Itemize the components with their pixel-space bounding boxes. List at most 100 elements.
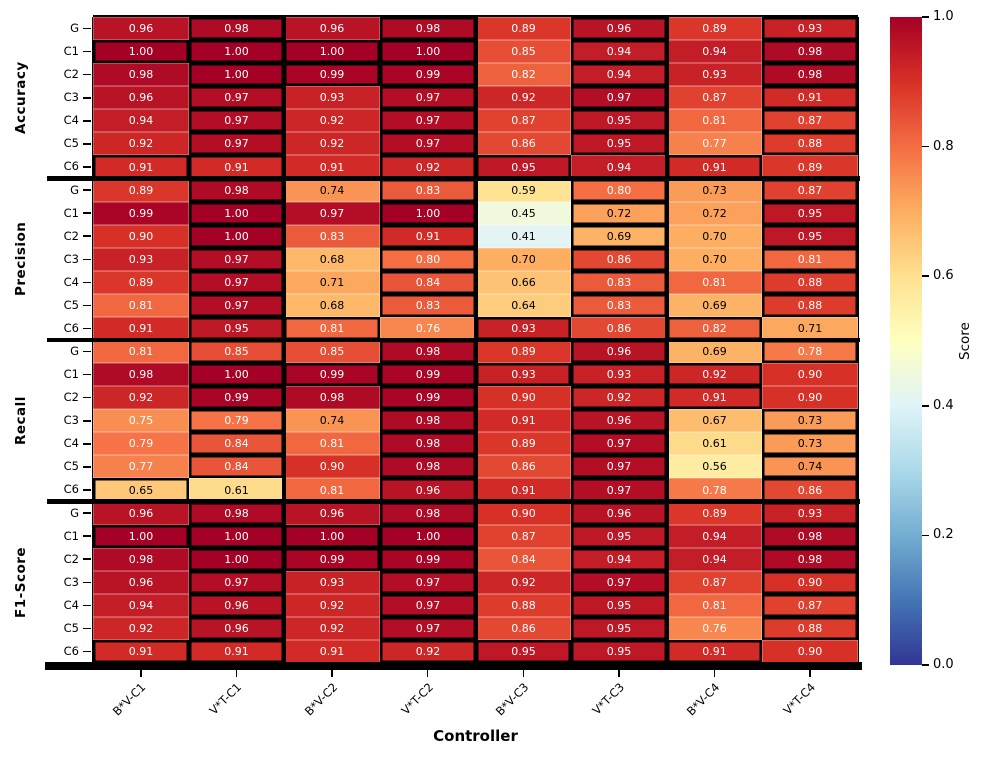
heatmap-cell: 0.97 <box>380 594 476 617</box>
cell-value: 0.97 <box>415 599 441 612</box>
y-tick <box>83 373 91 376</box>
heatmap-cell: 1.00 <box>93 40 189 63</box>
cell-value: 0.89 <box>702 507 727 520</box>
cell-value: 0.98 <box>128 68 154 81</box>
cell-value: 0.85 <box>224 345 249 358</box>
row-tick-label: C6 <box>63 643 79 658</box>
column-tick-label: B*V-C1 <box>110 680 149 719</box>
heatmap-cell: 0.91 <box>93 155 189 179</box>
heatmap-cell: 0.76 <box>667 617 762 640</box>
cell-value: 1.00 <box>415 45 441 58</box>
heatmap-cell: 0.92 <box>93 386 189 409</box>
heatmap-cell: 0.98 <box>380 340 476 363</box>
column-tick-label: V*T-C2 <box>398 680 436 718</box>
cell-value: 0.87 <box>797 599 823 612</box>
heatmap-cell: 1.00 <box>284 525 380 548</box>
cell-value: 0.92 <box>319 599 345 612</box>
heatmap-cell: 0.83 <box>571 294 667 317</box>
y-tick <box>83 604 91 607</box>
heatmap-cell: 0.65 <box>93 478 189 502</box>
colorbar-tick-label: 0.0 <box>933 657 954 672</box>
top-spine <box>93 14 858 17</box>
heatmap-cell: 0.97 <box>380 109 476 132</box>
cell-value: 0.91 <box>319 160 345 174</box>
row-tick-label: C6 <box>63 482 79 497</box>
cell-value: 0.73 <box>797 414 823 427</box>
cell-value: 0.95 <box>797 230 823 243</box>
cell-value: 0.41 <box>511 230 536 243</box>
cell-value: 0.95 <box>511 160 536 174</box>
heatmap-cell: 0.99 <box>380 363 476 386</box>
heatmap-cell: 0.93 <box>571 363 667 386</box>
cell-value: 0.90 <box>797 391 823 404</box>
row-tick-label: C3 <box>63 251 79 266</box>
cell-value: 0.88 <box>797 622 823 635</box>
heatmap-cell: 0.92 <box>476 571 571 594</box>
heatmap-cell: 0.79 <box>93 432 189 455</box>
heatmap-cell: 0.91 <box>380 225 476 248</box>
heatmap-cell: 0.41 <box>476 225 571 248</box>
heatmap-cell: 0.91 <box>189 155 284 179</box>
cell-value: 0.84 <box>511 553 536 566</box>
heatmap-cell: 0.98 <box>189 17 284 40</box>
heatmap-cell: 0.91 <box>284 155 380 179</box>
cell-value: 0.84 <box>224 460 249 473</box>
cell-value: 0.98 <box>415 507 441 520</box>
cell-value: 0.89 <box>511 437 536 450</box>
heatmap-cell: 1.00 <box>189 202 284 225</box>
heatmap-cell: 0.91 <box>667 155 762 179</box>
cell-value: 0.91 <box>128 322 154 335</box>
row-tick-label: G <box>70 344 79 359</box>
heatmap-cell: 0.89 <box>93 179 189 202</box>
cell-value: 1.00 <box>224 230 249 243</box>
heatmap-cell: 0.90 <box>476 502 571 525</box>
heatmap-cell: 1.00 <box>284 40 380 63</box>
cell-value: 0.98 <box>224 184 249 197</box>
cell-value: 0.61 <box>702 437 727 450</box>
heatmap-cell: 0.96 <box>571 409 667 432</box>
cell-value: 0.93 <box>511 368 536 381</box>
heatmap-cell: 0.95 <box>571 525 667 548</box>
x-tick <box>426 670 429 677</box>
group-separator-line <box>47 176 860 181</box>
row-tick-label: C1 <box>63 205 79 220</box>
cell-value: 0.94 <box>606 160 632 174</box>
cell-value: 0.98 <box>415 414 441 427</box>
y-tick <box>83 50 91 53</box>
heatmap-cell: 0.97 <box>380 617 476 640</box>
heatmap-cell: 0.96 <box>93 17 189 40</box>
cell-value: 0.83 <box>606 276 632 289</box>
cell-value: 0.73 <box>797 437 823 450</box>
y-tick <box>83 189 91 191</box>
cell-value: 0.92 <box>415 160 441 174</box>
heatmap-cell: 0.81 <box>93 340 189 363</box>
cell-value: 0.97 <box>415 576 441 589</box>
heatmap-cell: 0.97 <box>380 132 476 155</box>
heatmap-cell: 0.81 <box>762 248 858 271</box>
cell-value: 0.99 <box>415 68 441 81</box>
heatmap-cell: 0.94 <box>93 109 189 132</box>
heatmap-cell: 0.95 <box>476 155 571 179</box>
heatmap-cell: 0.85 <box>476 40 571 63</box>
heatmap-cell: 0.94 <box>667 40 762 63</box>
cell-value: 0.97 <box>606 576 632 589</box>
cell-value: 0.83 <box>319 230 345 243</box>
cell-value: 0.91 <box>224 645 249 658</box>
heatmap-cell: 0.98 <box>284 386 380 409</box>
cell-value: 0.98 <box>128 368 154 381</box>
cell-value: 0.96 <box>606 22 632 35</box>
row-tick-label: C1 <box>63 367 79 382</box>
row-tick-label: C5 <box>63 620 79 635</box>
heatmap-cell: 0.83 <box>284 225 380 248</box>
heatmap-cell: 0.66 <box>476 271 571 294</box>
cell-value: 0.96 <box>128 507 154 520</box>
cell-value: 1.00 <box>224 45 249 58</box>
column-tick-label: B*V-C2 <box>301 680 340 719</box>
cell-value: 0.92 <box>128 137 154 150</box>
cell-value: 0.81 <box>702 276 727 289</box>
heatmap-cell: 0.68 <box>284 294 380 317</box>
y-tick <box>83 97 91 99</box>
heatmap-cell: 1.00 <box>189 548 284 571</box>
cell-value: 0.69 <box>702 345 727 358</box>
cell-value: 0.73 <box>702 184 727 197</box>
